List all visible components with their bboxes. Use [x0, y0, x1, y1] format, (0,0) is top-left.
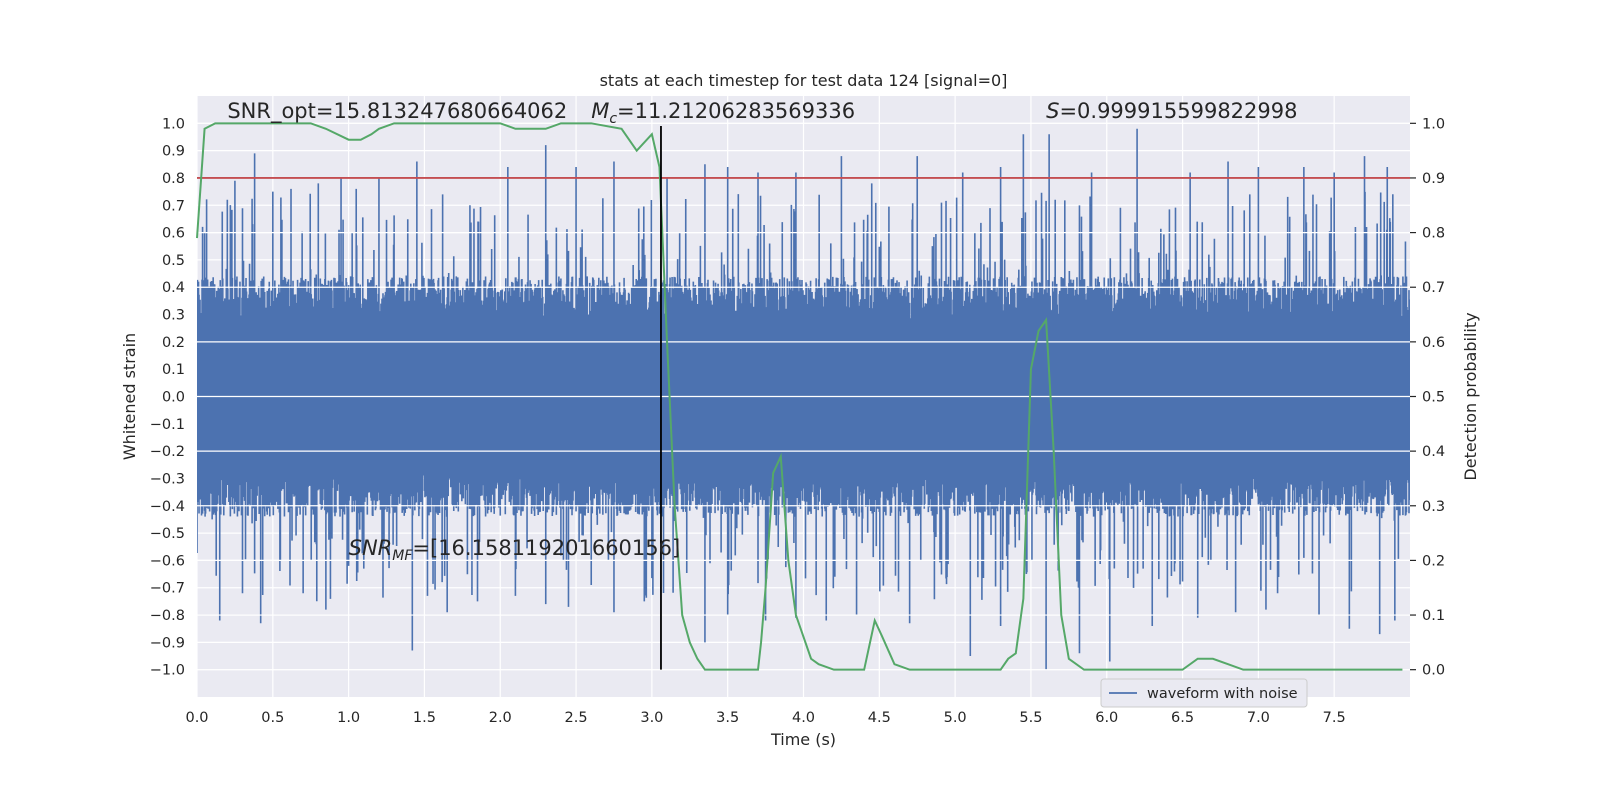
y2-tick-label: 0.9: [1422, 171, 1445, 187]
y-tick-label: −1.0: [150, 663, 185, 679]
y-axis-ticks: 1.0 0.9 0.8 0.7 0.6 0.5 0.4 0.3 0.2 0.1 0.0 −0.1 −0.…: [150, 116, 185, 678]
y-tick-label: −0.8: [150, 608, 185, 624]
y2-tick-label: 0.5: [1422, 390, 1445, 406]
x-tick-label: 1.5: [413, 710, 436, 726]
x-tick-label: 6.0: [1095, 710, 1118, 726]
y-tick-label: −0.3: [150, 471, 185, 487]
waveform-series: [197, 128, 1410, 670]
annotation-chirp-mass: Mc=11.21206283569336: [591, 99, 855, 127]
y2-tick-label: 0.4: [1422, 444, 1445, 460]
y-tick-label: −0.6: [150, 553, 185, 569]
x-tick-label: 7.0: [1247, 710, 1270, 726]
x-tick-label: 0.0: [185, 710, 208, 726]
y-tick-label: 0.2: [162, 335, 185, 351]
y-tick-label: 0.7: [162, 198, 185, 214]
y-tick-label: −0.2: [150, 444, 185, 460]
x-tick-label: 2.5: [565, 710, 588, 726]
y2-tick-label: 0.6: [1422, 335, 1445, 351]
x-tick-label: 5.0: [944, 710, 967, 726]
y-tick-label: −0.5: [150, 526, 185, 542]
annotation-s-value: S=0.999915599822998: [1046, 99, 1297, 123]
legend-label-waveform: waveform with noise: [1147, 686, 1298, 702]
waveform-path: [197, 128, 1410, 670]
y2-tick-label: 1.0: [1422, 116, 1445, 132]
y2-tick-label: 0.0: [1422, 663, 1445, 679]
annotation-snr-mf: SNRMF=[16.158119201660156]: [349, 536, 681, 564]
x-tick-label: 2.0: [489, 710, 512, 726]
x-axis-ticks: 0.0 0.5 1.0 1.5 2.0 2.5 3.0 3.5 4.0 4.5 5.0 5.5 6.0 6…: [185, 710, 1345, 726]
y-axis-label: Whitened strain: [120, 333, 139, 460]
y2-tick-label: 0.3: [1422, 499, 1445, 515]
y2-tick-label: 0.2: [1422, 553, 1445, 569]
y2-tick-label: 0.7: [1422, 280, 1445, 296]
y-tick-label: 0.1: [162, 362, 185, 378]
x-tick-label: 1.0: [337, 710, 360, 726]
y-tick-label: −0.1: [150, 417, 185, 433]
y-tick-label: −0.7: [150, 581, 185, 597]
y-tick-label: 0.0: [162, 390, 185, 406]
annotation-snr-opt: SNR_opt=15.813247680664062: [227, 99, 567, 124]
legend: waveform with noise: [1100, 678, 1308, 708]
y-tick-label: −0.4: [150, 499, 185, 515]
x-tick-label: 4.5: [868, 710, 891, 726]
x-tick-label: 0.5: [261, 710, 284, 726]
y2-tick-label: 0.8: [1422, 226, 1445, 242]
x-tick-label: 6.5: [1171, 710, 1194, 726]
y-tick-label: 0.3: [162, 308, 185, 324]
y-tick-label: −0.9: [150, 635, 185, 651]
y-tick-label: 0.8: [162, 171, 185, 187]
x-tick-label: 3.0: [640, 710, 663, 726]
x-tick-label: 3.5: [716, 710, 739, 726]
x-axis-label: Time (s): [770, 730, 836, 749]
y2-tick-label: 0.1: [1422, 608, 1445, 624]
x-tick-label: 4.0: [792, 710, 815, 726]
legend-box: [1100, 678, 1308, 708]
y-tick-label: 0.5: [162, 253, 185, 269]
y2-axis-label: Detection probability: [1461, 312, 1480, 480]
x-tick-label: 5.5: [1019, 710, 1042, 726]
y-tick-label: 0.9: [162, 144, 185, 160]
y-tick-label: 0.6: [162, 226, 185, 242]
y2-axis-ticks: 1.0 0.9 0.8 0.7 0.6 0.5 0.4 0.3 0.2 0.1 0.0: [1410, 116, 1445, 679]
x-tick-label: 7.5: [1323, 710, 1346, 726]
chart-title: stats at each timestep for test data 124…: [600, 71, 1008, 90]
y-tick-label: 1.0: [162, 116, 185, 132]
probability-line: [196, 122, 1403, 671]
y-tick-label: 0.4: [162, 280, 185, 296]
